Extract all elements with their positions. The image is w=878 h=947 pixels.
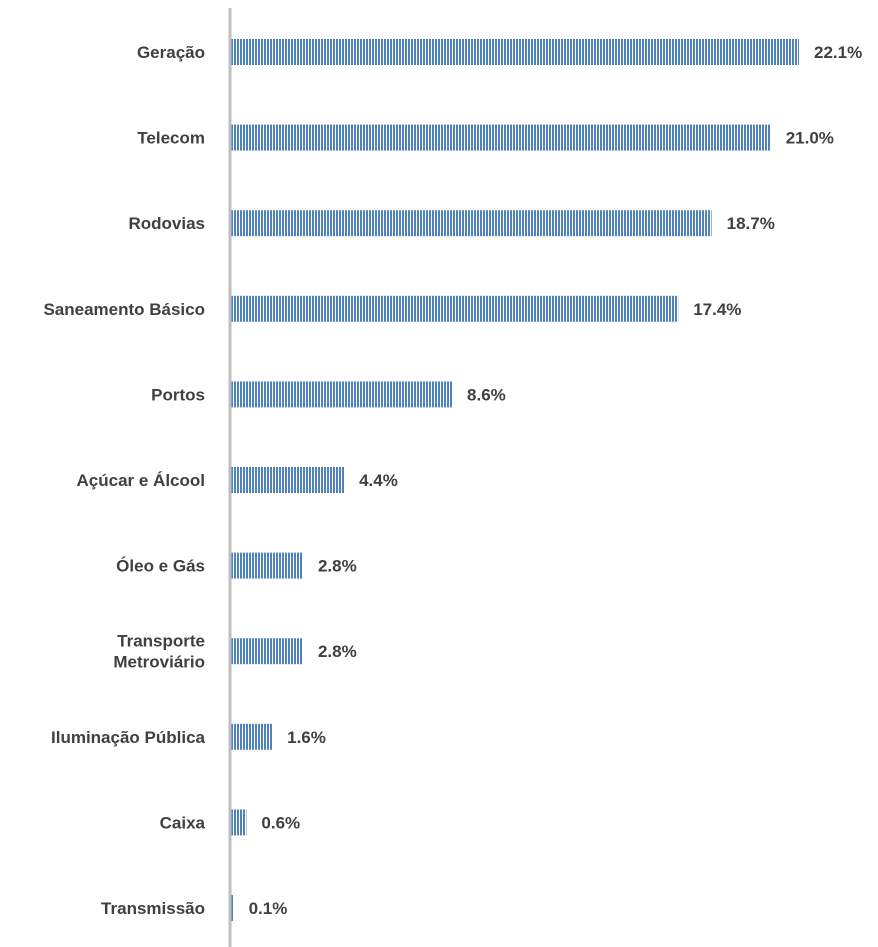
bar-telecom	[231, 124, 771, 151]
bars	[231, 39, 799, 921]
category-label-caixa: Caixa	[160, 813, 206, 832]
value-label-geracao: 22.1%	[814, 43, 862, 62]
value-label-iluminacao-publica: 1.6%	[287, 728, 326, 747]
value-label-caixa: 0.6%	[261, 813, 300, 832]
value-label-oleo-e-gas: 2.8%	[318, 557, 357, 576]
value-label-acucar-e-alcool: 4.4%	[359, 471, 398, 490]
value-label-telecom: 21.0%	[786, 129, 834, 148]
value-label-saneamento-basico: 17.4%	[693, 300, 741, 319]
bar-transmissao	[231, 895, 234, 921]
bar-transporte-metroviario	[231, 638, 303, 665]
category-label-iluminacao-publica: Iluminação Pública	[51, 728, 206, 747]
category-label-oleo-e-gas: Óleo e Gás	[116, 557, 205, 576]
bar-caixa	[231, 809, 247, 836]
bar-acucar-e-alcool	[231, 467, 345, 493]
value-label-transmissao: 0.1%	[249, 899, 288, 918]
bar-geracao	[231, 39, 799, 65]
bar-iluminacao-publica	[231, 723, 273, 750]
bar-rodovias	[231, 210, 712, 237]
value-label-portos: 8.6%	[467, 385, 506, 404]
category-label-acucar-e-alcool: Açúcar e Álcool	[77, 471, 206, 490]
category-label-transmissao: Transmissão	[101, 899, 205, 918]
value-label-rodovias: 18.7%	[727, 214, 775, 233]
bar-oleo-e-gas	[231, 552, 303, 579]
category-label-geracao: Geração	[137, 43, 205, 62]
category-label-saneamento-basico: Saneamento Básico	[43, 300, 205, 319]
bar-portos	[231, 381, 453, 408]
category-label-portos: Portos	[151, 385, 205, 404]
bar-saneamento-basico	[231, 295, 679, 322]
category-label-transporte-metroviario: Transporte Metroviário	[113, 632, 205, 672]
category-labels: Geração Telecom Rodovias Saneamento Básico P…	[43, 43, 205, 918]
value-label-transporte-metroviario: 2.8%	[318, 642, 357, 661]
value-labels: 22.1% 21.0% 18.7% 17.4% 8.6% 4.4% 2.8% 2.8% 1.6%…	[249, 43, 863, 918]
category-label-rodovias: Rodovias	[128, 214, 205, 233]
category-label-telecom: Telecom	[137, 129, 205, 148]
